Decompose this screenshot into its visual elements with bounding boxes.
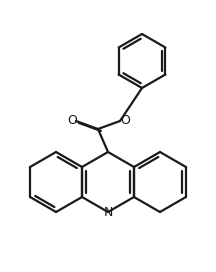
Text: O: O xyxy=(120,113,130,126)
Text: N: N xyxy=(103,206,113,218)
Text: O: O xyxy=(67,113,77,126)
